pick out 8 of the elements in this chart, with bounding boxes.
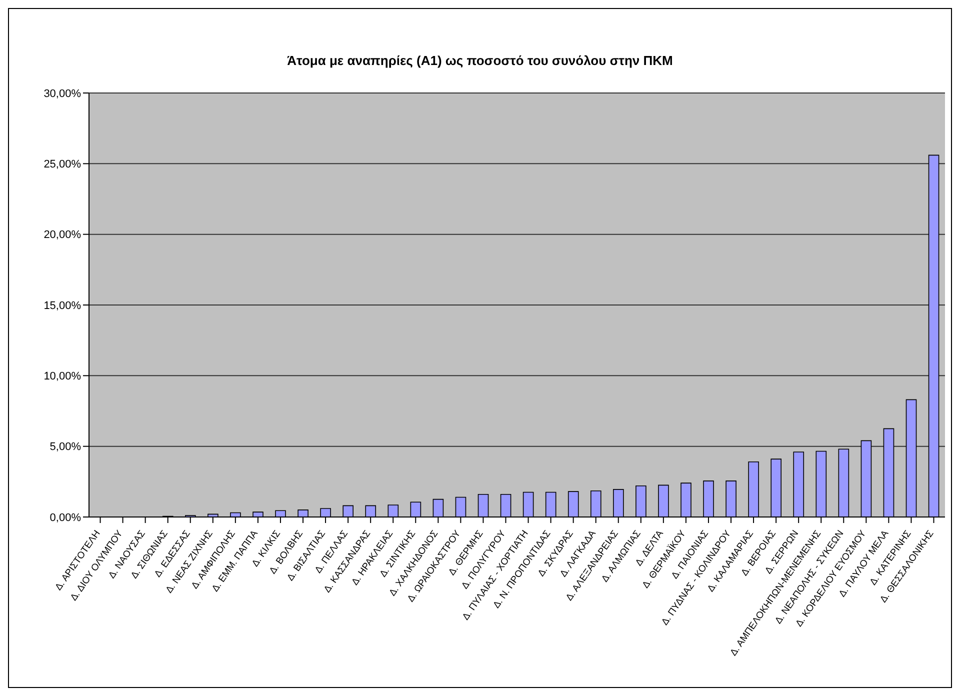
y-tick-label: 5,00% — [50, 441, 82, 454]
y-tick-label: 30,00% — [44, 88, 82, 100]
y-tick-label: 10,00% — [44, 370, 82, 383]
chart-title: Άτομα με αναπηρίες (Α1) ως ποσοστό του συνόλου στην ΠΚΜ — [286, 53, 674, 68]
y-tick-label: 25,00% — [44, 158, 82, 171]
y-tick-label: 20,00% — [44, 229, 82, 242]
y-tick-label: 0,00% — [50, 512, 82, 524]
y-tick-label: 15,00% — [44, 300, 82, 312]
